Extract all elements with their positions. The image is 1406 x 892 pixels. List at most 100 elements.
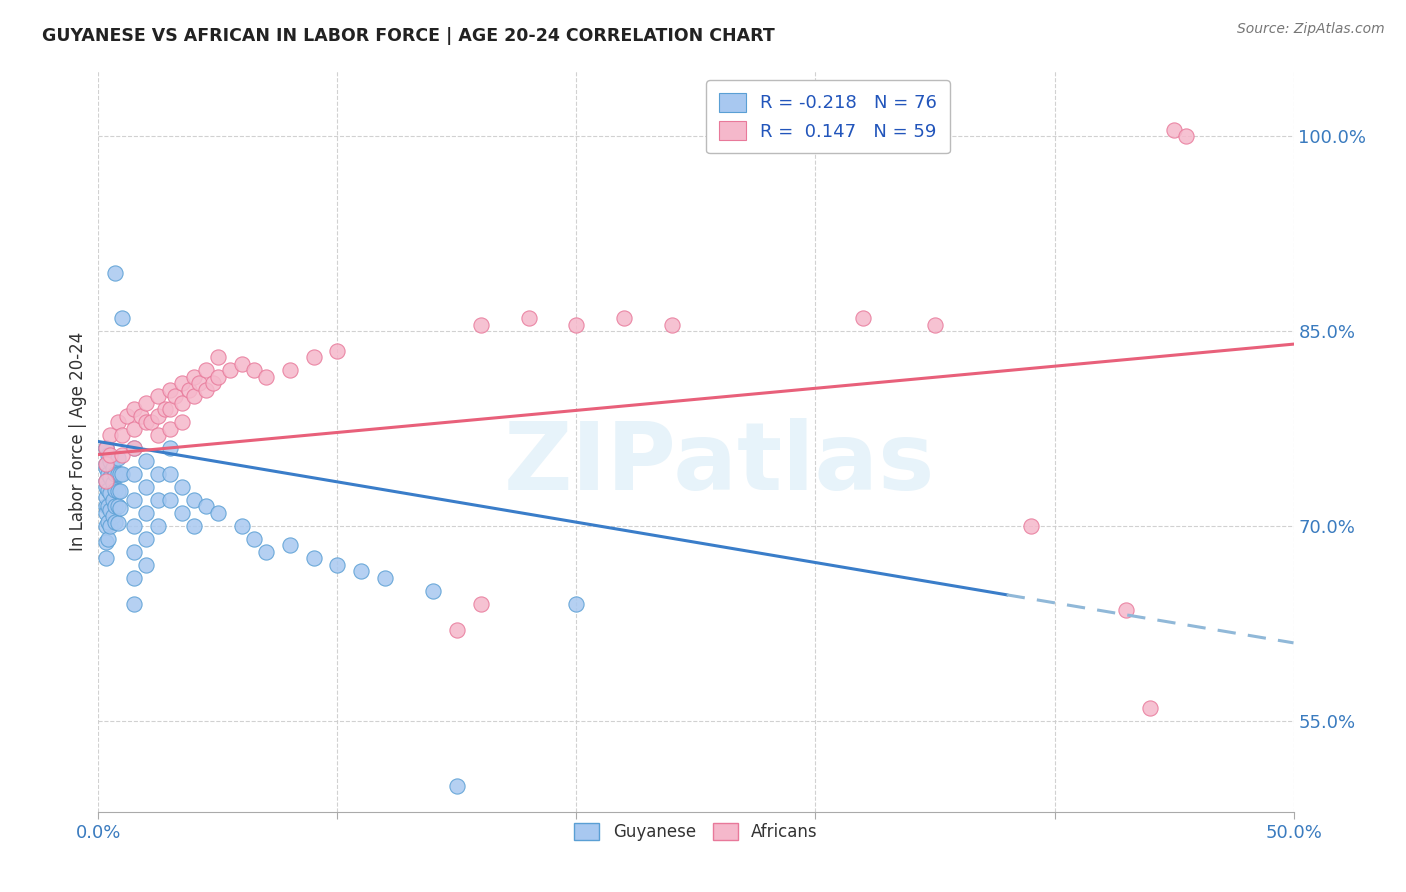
Point [135,558,157,572]
Point [470,318,492,332]
Point [148,467,170,481]
Point [446,623,468,637]
Point [131,409,153,423]
Point [565,318,588,332]
Point [219,363,242,377]
Point [183,519,205,533]
Y-axis label: In Labor Force | Age 20-24: In Labor Force | Age 20-24 [69,332,87,551]
Point [94,519,117,533]
Point [97,532,120,546]
Point [148,389,170,403]
Point [98,454,122,468]
Point [111,311,134,326]
Point [148,493,170,508]
Text: ZIPatlas: ZIPatlas [505,417,935,509]
Point [135,415,157,429]
Point [446,779,468,793]
Point [148,428,170,442]
Point [94,441,117,455]
Point [172,415,194,429]
Point [124,441,146,455]
Point [98,503,122,517]
Point [124,545,146,559]
Point [124,467,146,481]
Point [278,538,301,552]
Point [97,500,120,514]
Point [159,467,181,481]
Point [183,369,205,384]
Point [107,500,129,514]
Point [470,597,492,611]
Point [148,409,170,423]
Point [163,389,186,403]
Point [108,467,131,481]
Point [202,376,225,390]
Point [94,441,117,455]
Point [924,318,946,332]
Point [852,311,875,326]
Point [135,454,157,468]
Point [104,483,127,497]
Point [101,476,124,491]
Point [159,402,181,417]
Point [107,483,129,498]
Point [187,376,209,390]
Point [107,516,129,531]
Point [98,519,122,533]
Point [172,395,194,409]
Point [111,448,134,462]
Point [101,493,124,508]
Point [1019,519,1042,533]
Point [159,493,181,508]
Point [135,506,157,520]
Point [104,500,127,514]
Point [104,467,127,481]
Point [97,483,120,497]
Point [172,376,194,390]
Point [139,415,162,429]
Point [94,474,117,488]
Point [172,480,194,494]
Point [124,402,146,417]
Legend: Guyanese, Africans: Guyanese, Africans [568,816,824,847]
Point [661,318,683,332]
Point [94,551,117,566]
Point [111,467,134,481]
Point [104,515,127,529]
Point [815,132,838,146]
Point [94,534,117,549]
Point [159,421,181,435]
Point [94,506,117,520]
Point [94,474,117,488]
Point [94,441,117,455]
Point [278,363,301,377]
Point [350,565,373,579]
Point [115,409,138,423]
Point [97,467,120,481]
Point [159,383,181,397]
Point [374,571,396,585]
Point [159,441,181,455]
Point [124,493,146,508]
Point [231,519,253,533]
Point [94,500,117,514]
Point [94,460,117,475]
Point [195,383,218,397]
Point [135,480,157,494]
Point [111,428,134,442]
Text: GUYANESE VS AFRICAN IN LABOR FORCE | AGE 20-24 CORRELATION CHART: GUYANESE VS AFRICAN IN LABOR FORCE | AGE… [42,27,775,45]
Point [104,266,127,280]
Point [1115,603,1137,617]
Point [422,583,444,598]
Point [124,441,146,455]
Point [101,460,124,475]
Point [613,311,636,326]
Point [254,369,277,384]
Point [108,483,131,498]
Point [207,506,229,520]
Point [326,558,349,572]
Point [1163,123,1185,137]
Point [97,515,120,529]
Point [565,597,588,611]
Point [135,532,157,546]
